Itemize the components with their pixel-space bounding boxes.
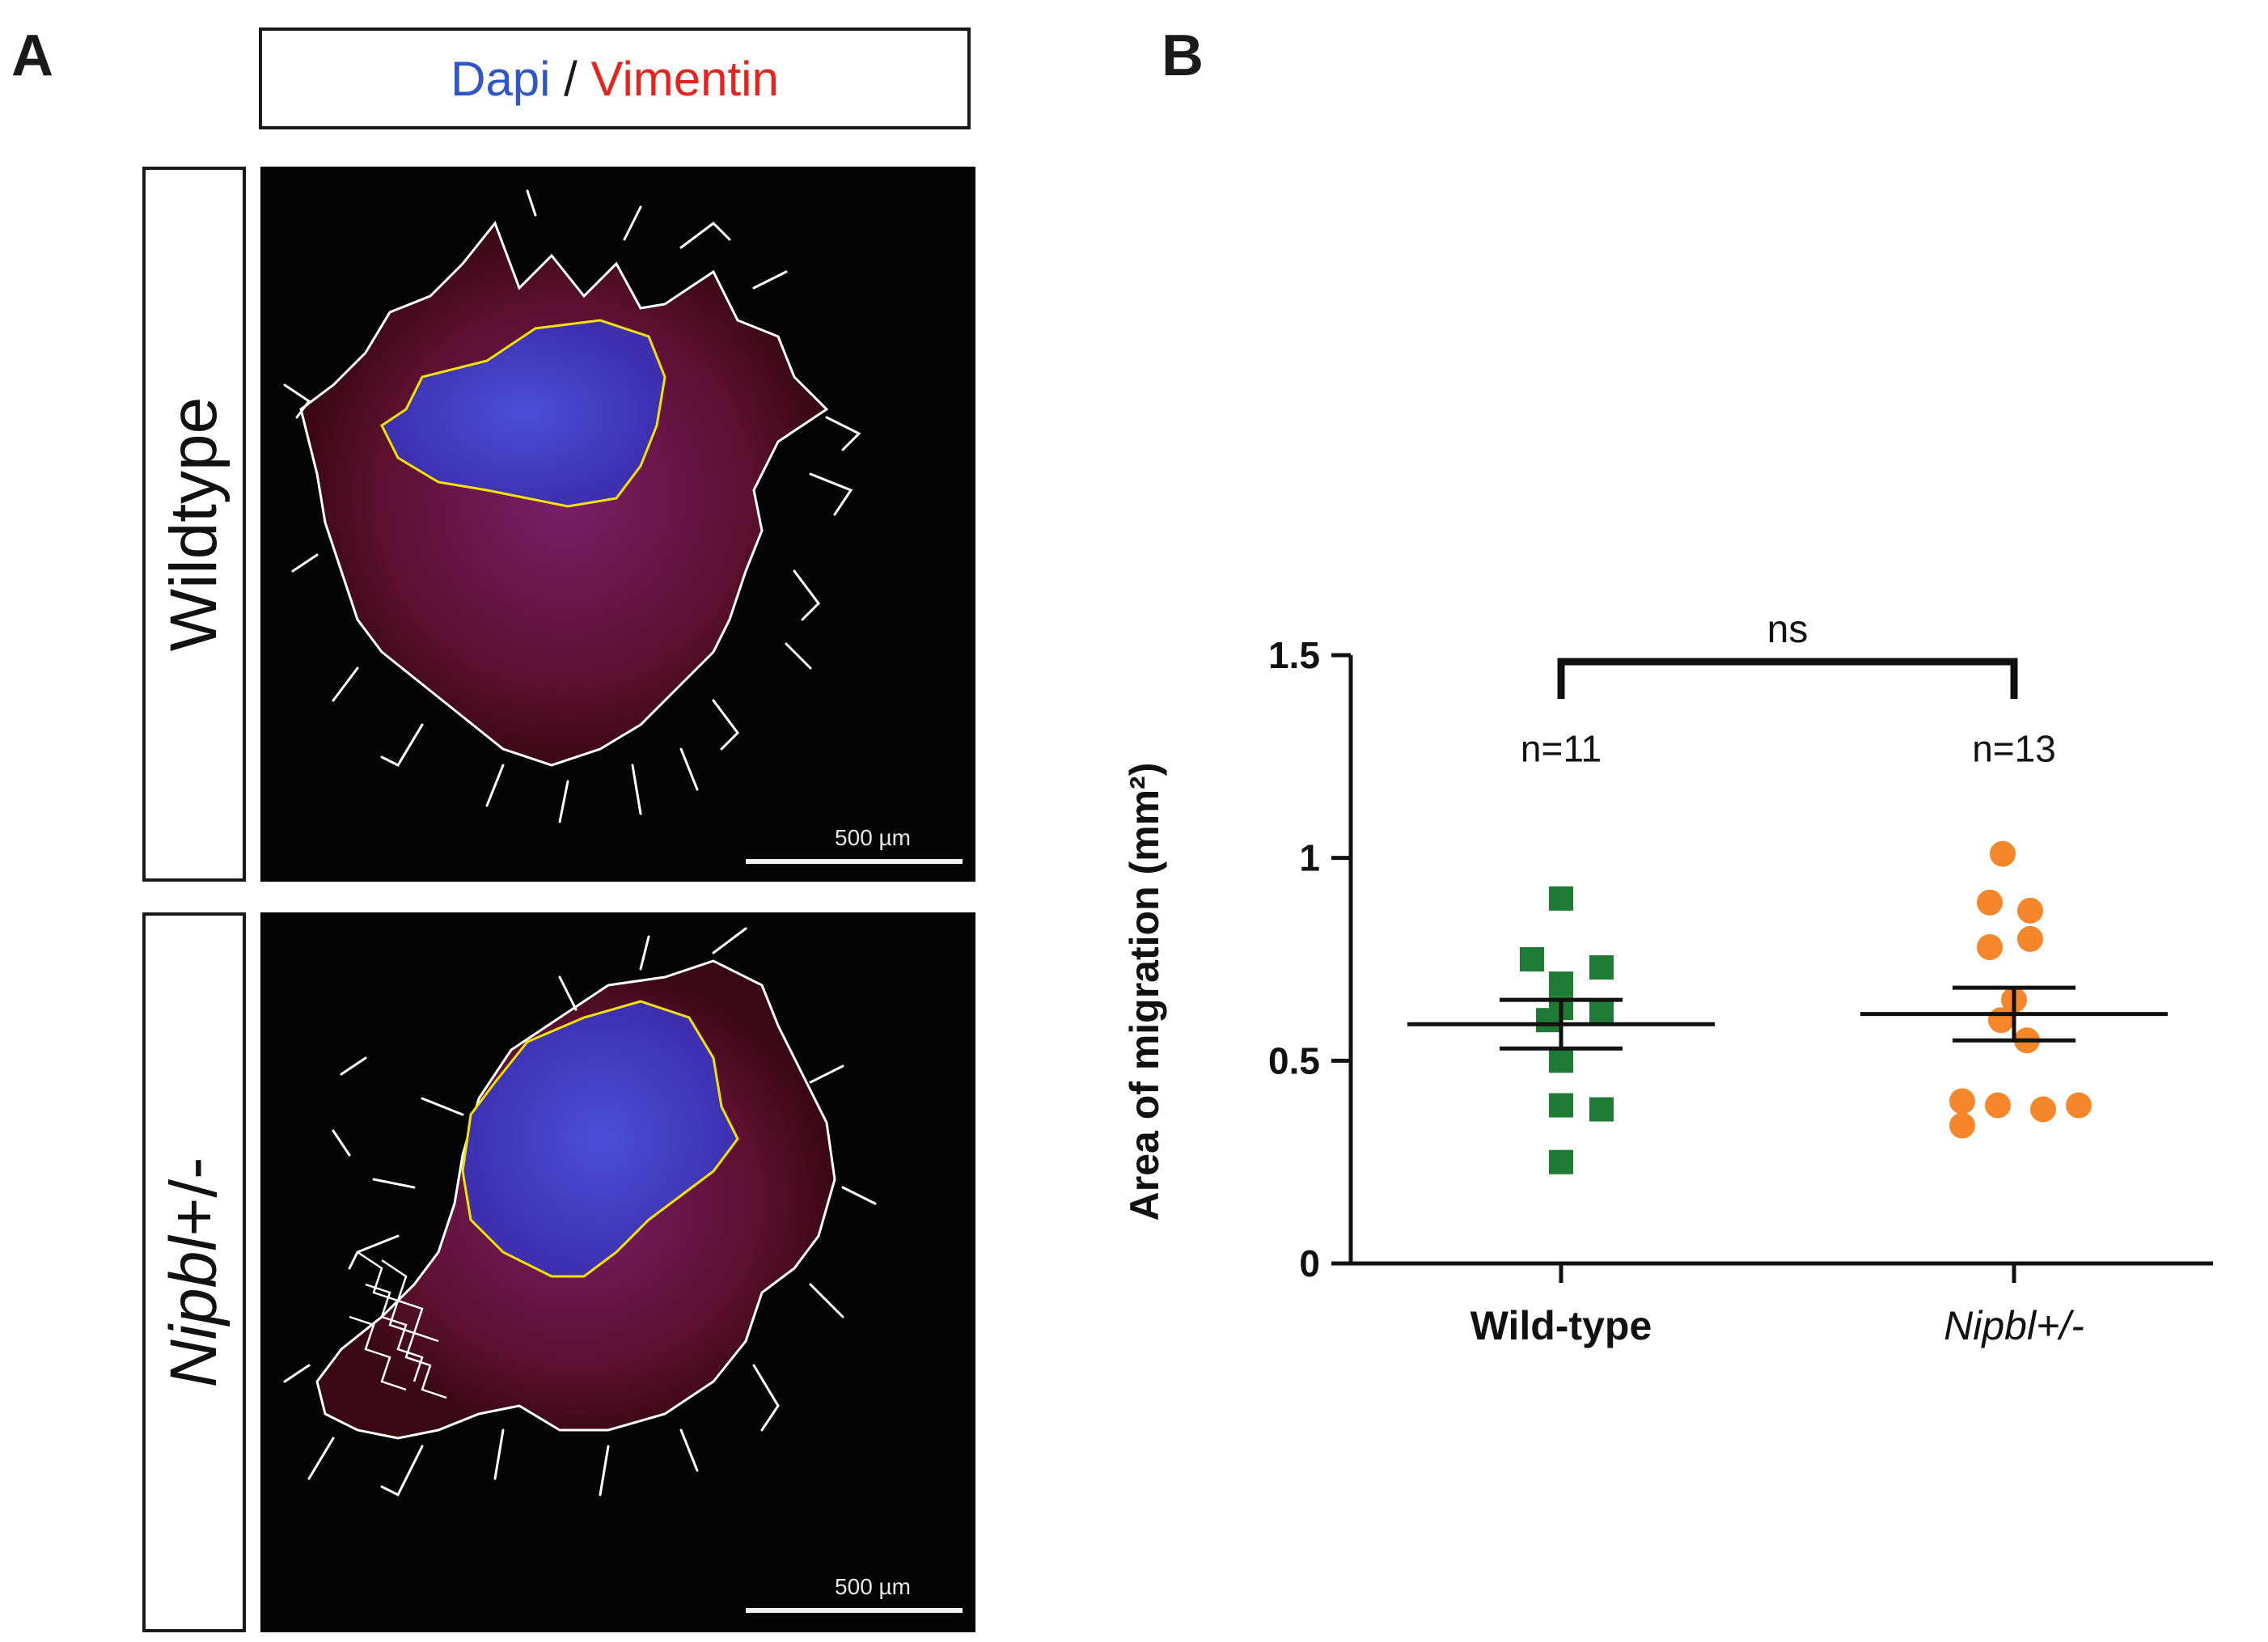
data-point: [2017, 897, 2043, 924]
data-point: [1985, 1092, 2011, 1119]
row-label-nipbl: Nipbl+/-: [142, 912, 246, 1632]
data-point: [1990, 840, 2016, 867]
data-point: [2030, 1096, 2056, 1123]
data-point: [1988, 1007, 2014, 1034]
micrograph-nipbl-image: [283, 927, 877, 1497]
significance-bracket: [1557, 658, 2018, 699]
chart-axes: 0 0.5 1 1.5 Wild-type Nipbl+/- Area of migrati…: [1122, 634, 2213, 1348]
data-point: [1977, 933, 2003, 960]
n-label: n=13: [1972, 727, 2056, 769]
data-point: [1589, 1000, 1614, 1025]
y-tick-label: 1.5: [1268, 634, 1320, 676]
panel-letter-a: A: [11, 23, 53, 88]
micrograph-nipbl: 500 µm: [260, 912, 975, 1632]
data-point: [1589, 1097, 1614, 1122]
y-axis-label: Area of migration (mm²): [1122, 763, 1167, 1221]
scale-bar-wildtype: [746, 859, 963, 864]
dapi-nucleus-area: [380, 319, 666, 508]
data-point: [2017, 925, 2043, 952]
row-label-nipbl-genotype: +/-: [157, 1157, 231, 1237]
dense-outline-cluster: [349, 1251, 447, 1399]
data-point: [1977, 889, 2003, 916]
scatter-chart: 0 0.5 1 1.5 Wild-type Nipbl+/- Area of migrati…: [1122, 608, 2213, 1348]
row-label-wildtype-text: Wildtype: [157, 396, 231, 652]
migration-outline-fragments: [283, 189, 861, 823]
data-point: [1549, 1048, 1573, 1073]
data-point: [1549, 886, 1573, 911]
n-label: n=11: [1521, 727, 1602, 769]
legend-vimentin: Vimentin: [590, 51, 779, 106]
row-label-wildtype: Wildtype: [142, 167, 246, 882]
data-point: [1536, 1008, 1560, 1033]
dapi-nucleus-area: [461, 1000, 739, 1278]
data-point: [2066, 1092, 2092, 1119]
y-tick-label: 0: [1299, 1242, 1320, 1284]
panel-letter-b: B: [1162, 23, 1204, 88]
data-point: [1589, 955, 1614, 980]
stain-legend-box: Dapi / Vimentin: [259, 28, 971, 129]
data-point: [1949, 1088, 1975, 1115]
x-tick-label: Nipbl+/-: [1944, 1303, 2084, 1348]
data-point: [1549, 1093, 1573, 1118]
legend-separator: /: [550, 51, 591, 106]
significance-label: ns: [1767, 608, 1809, 651]
micrograph-wildtype-image: [283, 189, 861, 823]
micrograph-wildtype: 500 µm: [260, 167, 975, 882]
scale-bar-label-wildtype: 500 µm: [835, 825, 911, 850]
x-tick-label: Wild-type: [1470, 1303, 1652, 1348]
scale-bar-nipbl: [746, 1608, 963, 1613]
data-point: [1520, 947, 1544, 971]
data-point: [1549, 971, 1573, 997]
data-point: [1949, 1112, 1975, 1139]
y-tick-label: 1: [1299, 837, 1320, 879]
scale-bar-label-nipbl: 500 µm: [835, 1574, 911, 1599]
row-label-nipbl-text: Nipbl+/-: [156, 1157, 232, 1388]
legend-dapi: Dapi: [451, 51, 551, 106]
chart-marks: ns n=11 n=13: [1407, 608, 2168, 1174]
data-point: [1549, 1149, 1573, 1174]
y-tick-label: 0.5: [1268, 1039, 1320, 1081]
row-label-nipbl-italic: Nipbl: [157, 1236, 231, 1388]
